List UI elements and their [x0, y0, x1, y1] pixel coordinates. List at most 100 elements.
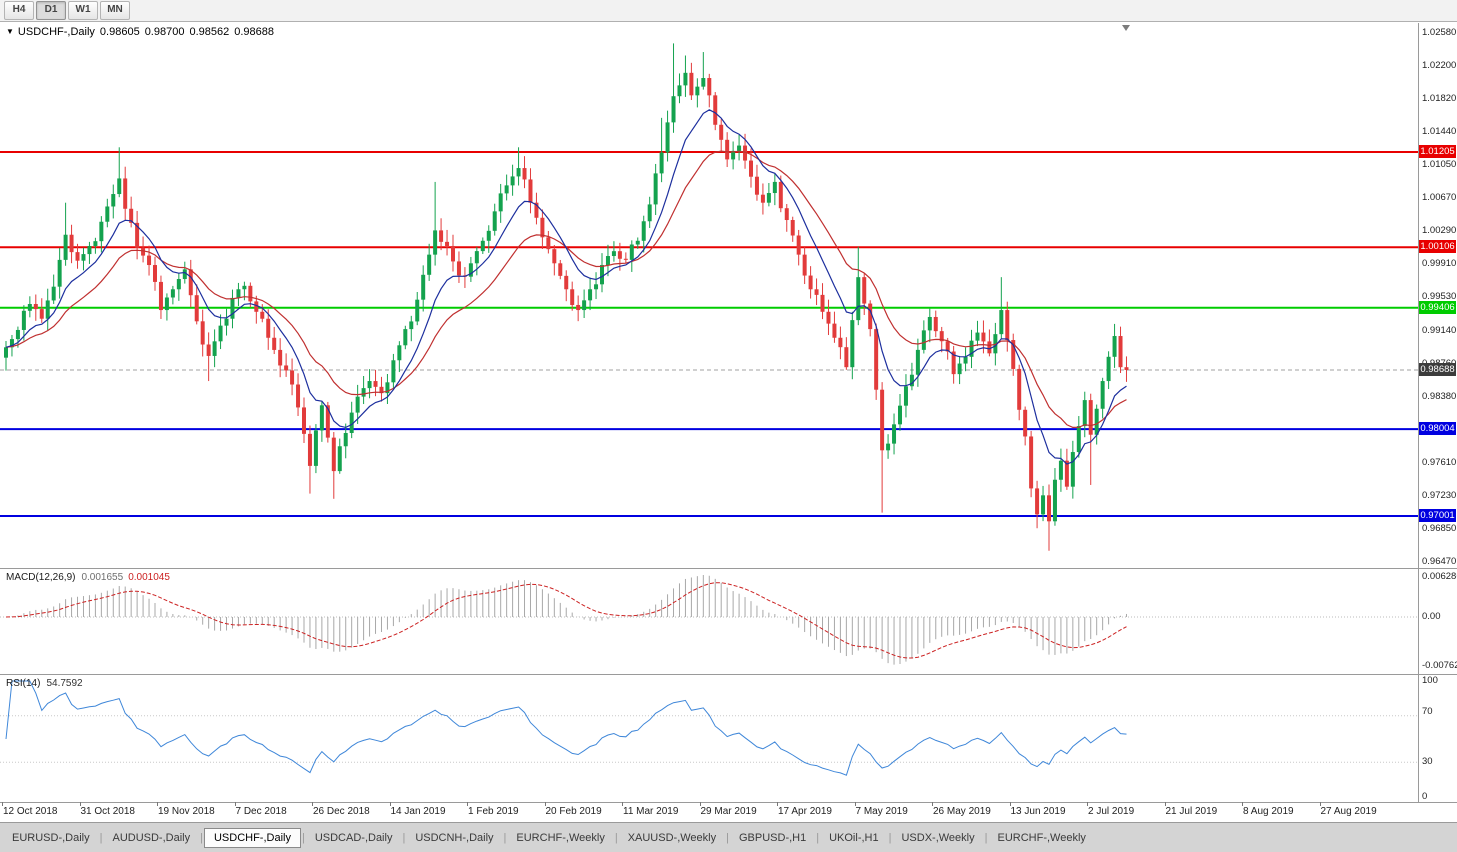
candle	[409, 315, 414, 342]
chart-shift-marker-icon[interactable]	[1122, 25, 1130, 31]
candle	[21, 305, 26, 341]
macd-histogram	[11, 575, 1127, 665]
candle	[272, 326, 277, 355]
time-axis-tick	[777, 802, 778, 806]
candle	[492, 203, 497, 236]
time-axis-tick	[234, 802, 236, 806]
time-axis-tick	[1319, 802, 1321, 806]
candle	[528, 168, 533, 214]
price-axis-label: 0.98380	[1422, 390, 1457, 402]
candle	[415, 291, 420, 326]
candle	[558, 259, 563, 280]
time-axis-tick	[2, 802, 3, 806]
candle	[522, 156, 527, 189]
macd-axis-label: -0.00762	[1422, 660, 1457, 671]
price-axis-label: 0.96850	[1422, 523, 1457, 535]
candle	[445, 229, 450, 256]
rsi-axis-label: 0	[1422, 791, 1428, 802]
candle	[254, 295, 259, 324]
tab-eurchf-weekly[interactable]: EURCHF-,Weekly	[997, 831, 1086, 844]
panel-separator[interactable]	[0, 568, 1457, 569]
price-axis-label: 1.01820	[1422, 92, 1457, 104]
tab-xauusd-weekly[interactable]: XAUUSD-,Weekly	[627, 831, 717, 844]
current-price-badge: 0.98688	[1419, 362, 1456, 376]
timeframe-button-h4[interactable]: H4	[4, 1, 34, 20]
candle	[296, 373, 301, 417]
price-scale-separator[interactable]	[1418, 23, 1419, 802]
candle	[516, 147, 521, 186]
candle	[731, 141, 736, 170]
tab-separator: |	[301, 831, 305, 844]
time-axis-tick	[1009, 802, 1011, 806]
tab-audusd-daily[interactable]: AUDUSD-,Daily	[112, 831, 191, 844]
price-axis-label: 0.99530	[1422, 291, 1457, 303]
time-axis-label: 26 May 2019	[933, 806, 991, 817]
macd-signal-value: 0.001045	[128, 572, 170, 583]
rsi-axis-label: 70	[1422, 706, 1433, 717]
tab-eurchf-weekly[interactable]: EURCHF-,Weekly	[516, 831, 605, 844]
candle	[224, 308, 229, 336]
candle	[397, 341, 402, 373]
panel-separator[interactable]	[0, 674, 1457, 675]
candle	[504, 174, 509, 201]
time-axis-tick	[622, 802, 623, 806]
candle	[719, 119, 724, 152]
candle	[564, 270, 569, 302]
timeframe-button-mn[interactable]: MN	[100, 1, 130, 20]
candle	[725, 132, 730, 168]
price-chart-canvas[interactable]	[0, 23, 1418, 568]
candle	[421, 265, 426, 312]
candle	[462, 267, 467, 288]
price-axis-label: 0.99140	[1422, 324, 1457, 336]
candle	[570, 281, 575, 311]
candle	[1082, 391, 1087, 438]
candle	[57, 247, 62, 299]
tab-eurusd-daily[interactable]: EURUSD-,Daily	[12, 831, 90, 844]
macd-header: MACD(12,26,9) 0.001655 0.001045	[6, 572, 170, 583]
timeframe-button-d1[interactable]: D1	[36, 1, 66, 20]
candle	[15, 326, 20, 348]
candle	[176, 273, 181, 301]
time-axis-tick	[389, 802, 391, 806]
rsi-header: RSI(14) 54.7592	[6, 678, 83, 689]
macd-axis-label: 0.006286	[1422, 571, 1457, 582]
candle	[677, 73, 682, 104]
candle	[778, 175, 783, 213]
tab-separator: |	[726, 831, 729, 844]
tab-ukoil-h1[interactable]: UKOil-,H1	[829, 831, 879, 844]
timeframe-button-w1[interactable]: W1	[68, 1, 98, 20]
rsi-panel-canvas[interactable]	[0, 675, 1418, 802]
candle	[868, 300, 873, 337]
price-axis-label: 1.01440	[1422, 125, 1457, 137]
candle	[1112, 323, 1117, 368]
tab-usdx-weekly[interactable]: USDX-,Weekly	[901, 831, 975, 844]
candle	[1124, 356, 1129, 382]
tab-usdcad-daily[interactable]: USDCAD-,Daily	[314, 831, 393, 844]
time-axis-label: 20 Feb 2019	[545, 806, 602, 817]
candle	[427, 243, 432, 281]
time-axis-label: 13 Jun 2019	[1010, 806, 1066, 817]
price-axis-label: 0.97610	[1422, 457, 1457, 469]
tab-gbpusd-h1[interactable]: GBPUSD-,H1	[738, 831, 807, 844]
candle	[689, 62, 694, 101]
candle	[486, 225, 491, 253]
tab-usdcnh-daily[interactable]: USDCNH-,Daily	[415, 831, 494, 844]
candle	[641, 215, 646, 253]
collapse-triangle-icon[interactable]: ▼	[6, 27, 14, 36]
candle	[534, 192, 539, 225]
candle	[611, 241, 616, 262]
candle	[218, 314, 223, 350]
timeframe-toolbar: H4 D1 W1 MN	[0, 0, 1457, 22]
candle	[206, 332, 211, 382]
chart-tab-bar: EURUSD-,Daily | AUDUSD-,Daily | USDCHF-,Dail…	[0, 822, 1457, 852]
tab-separator: |	[888, 831, 892, 844]
candle	[802, 247, 807, 285]
candle	[605, 244, 610, 277]
tab-separator: |	[402, 831, 406, 844]
rsi-value: 54.7592	[46, 678, 83, 689]
macd-panel-canvas[interactable]	[0, 569, 1418, 674]
candle	[51, 274, 56, 304]
tab-usdchf-daily[interactable]: USDCHF-,Daily	[203, 827, 301, 848]
candle	[367, 369, 372, 399]
candle	[1064, 448, 1069, 490]
